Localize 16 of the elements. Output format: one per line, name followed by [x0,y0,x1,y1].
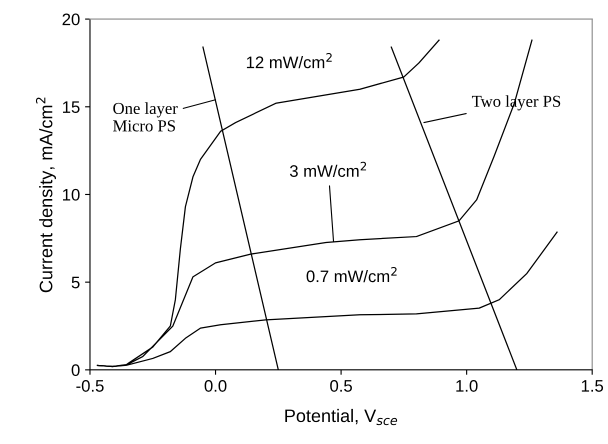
y-tick-label: 15 [62,101,80,113]
y-axis-title: Current density, mA/cm$^{2}$ [36,98,56,292]
x-tick-label: 1.5 [582,380,604,392]
annotation: One layer Micro PS [113,102,178,132]
y-tick-label: 0 [72,364,80,376]
annotation: 12 mW/cm$^{2}$ [246,53,332,68]
y-tick-label: 10 [62,188,80,201]
x-tick-label: 0.5 [330,380,352,392]
annotation: 0.7 mW/cm$^{2}$ [306,266,397,282]
y-tick-label: 20 [62,13,80,26]
x-axis-title: Potential, V$_{sce}$ [285,408,398,426]
x-tick-label: 1.0 [456,380,478,392]
x-tick-label: 0.0 [204,380,226,392]
annotation: 3 mW/cm$^{2}$ [290,162,366,177]
y-tick-label: 5 [72,276,80,288]
x-tick-label: -0.5 [76,380,104,392]
